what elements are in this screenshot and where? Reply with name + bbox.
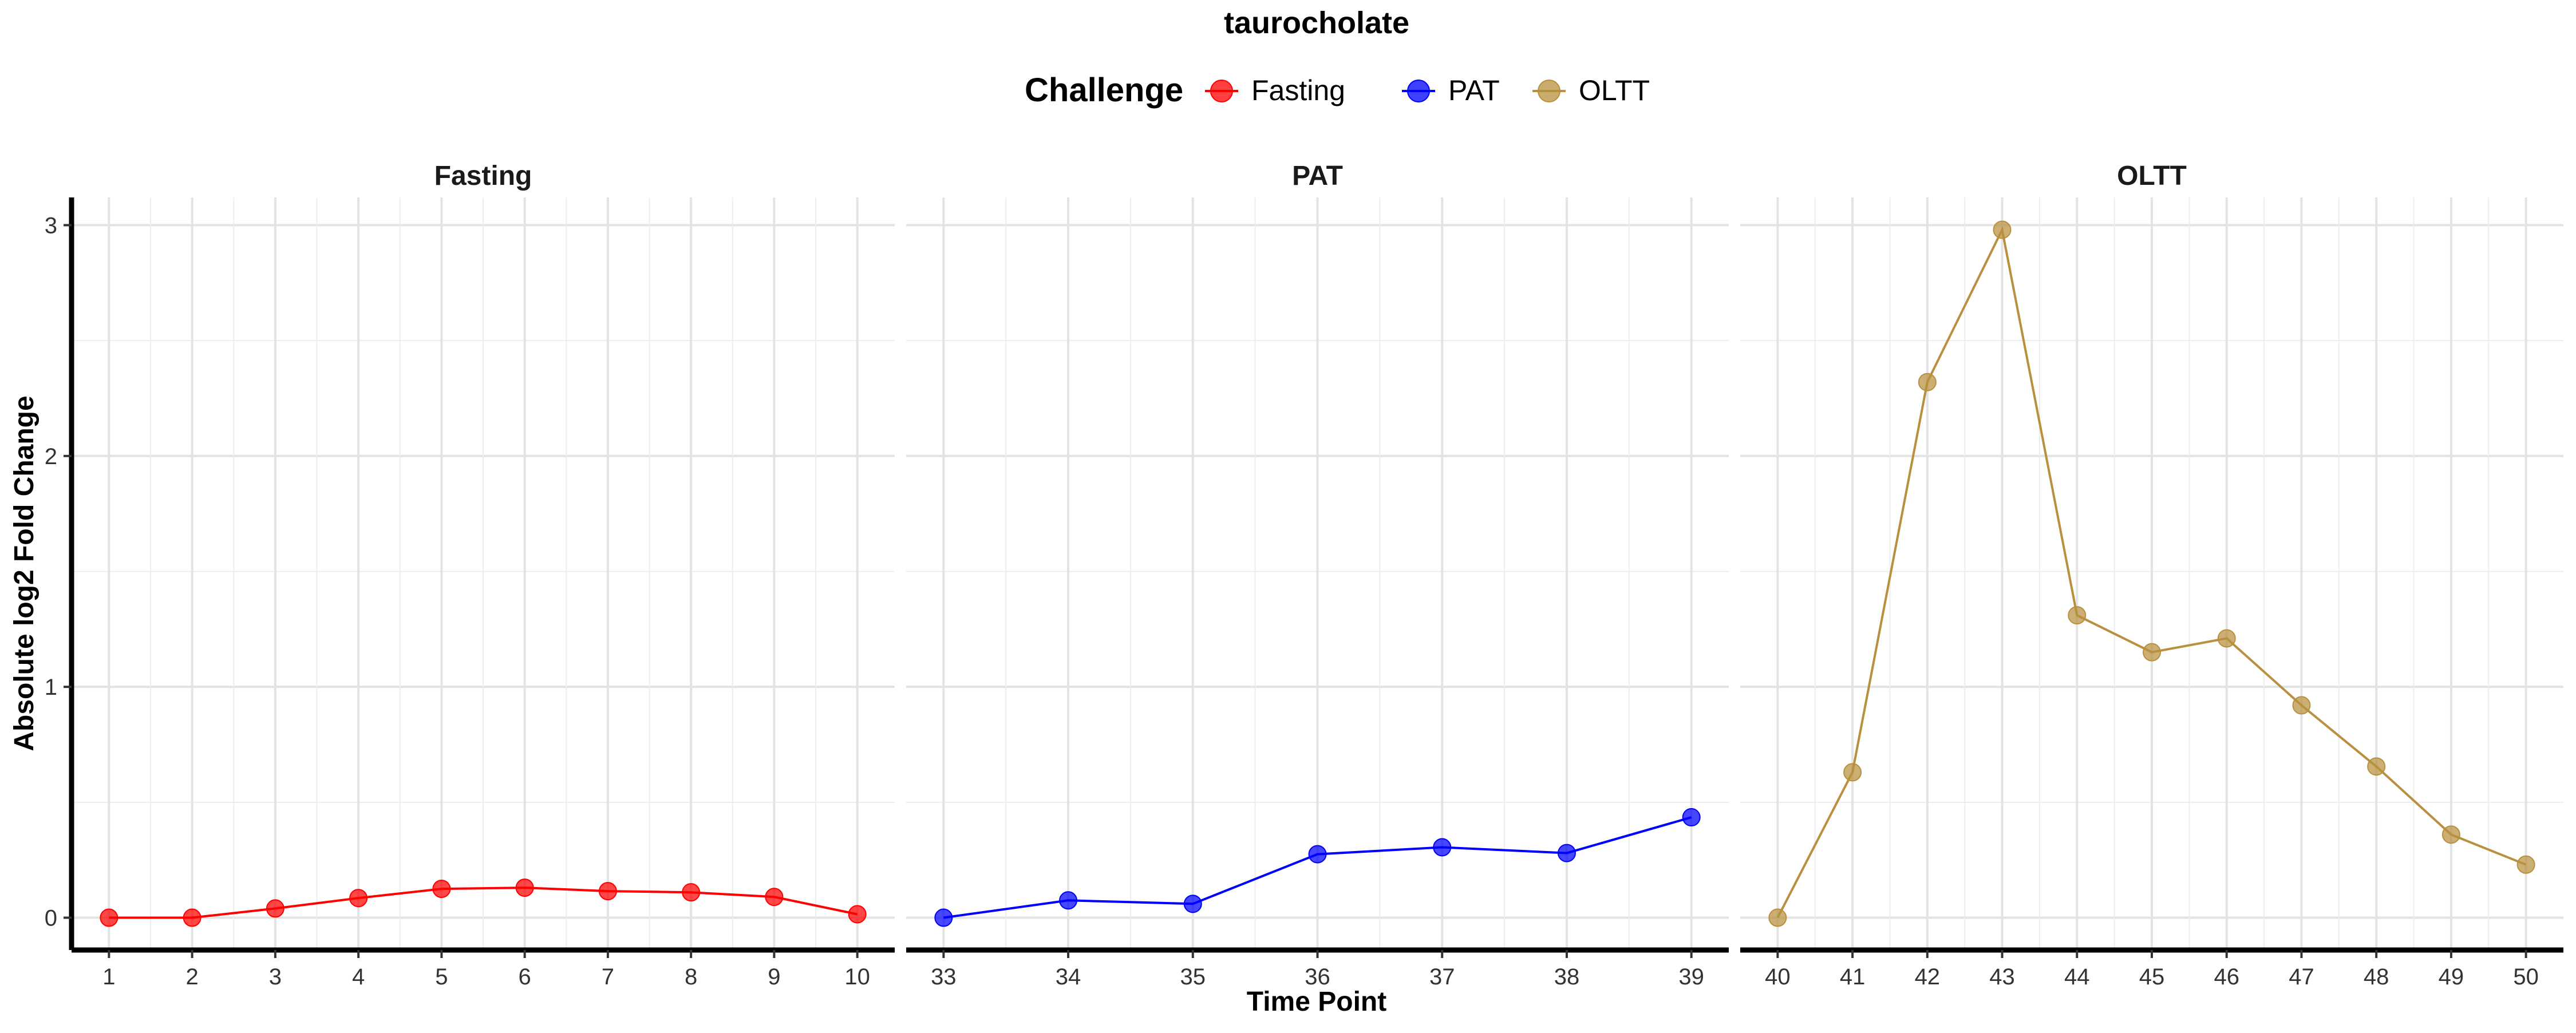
x-tick-label: 35 [1180,964,1206,990]
data-point [2292,696,2311,715]
data-point [2143,643,2161,662]
data-point [1059,891,1078,910]
data-point [1993,220,2012,239]
legend: Challenge Fasting PAT OLTT [1025,72,1650,109]
legend-label: OLTT [1579,74,1650,106]
x-tick-label: 47 [2289,964,2314,990]
chart-title: taurocholate [1224,6,1409,40]
data-point [1682,808,1701,827]
x-tick-label: 9 [768,964,780,990]
data-point [765,888,784,907]
y-tick-label: 0 [45,906,57,931]
data-point [1557,844,1576,862]
x-tick-label: 2 [185,964,198,990]
x-tick-label: 45 [2139,964,2165,990]
data-point [2217,629,2236,648]
x-tick-label: 39 [1678,964,1704,990]
panel-0: Fasting 1 2 3 4 5 6 7 8 9 10 [72,161,895,990]
series-line [109,886,858,919]
legend-entry-0: Fasting [1205,74,1345,106]
data-point [598,882,617,901]
panel-strip-title: PAT [1292,161,1343,191]
legend-key-marker [1538,80,1560,102]
x-tick-label: 1 [102,964,115,990]
x-tick-label: 10 [844,964,870,990]
data-point [183,908,202,927]
x-tick-label: 42 [1915,964,1941,990]
data-point [1918,373,1937,391]
data-point [2367,757,2386,776]
x-axis-label: Time Point [1247,987,1386,1017]
legend-label: PAT [1448,74,1500,106]
data-point [934,908,953,927]
panel-1: PAT 33 34 35 36 37 38 39 [906,161,1729,990]
data-point [1308,845,1327,864]
legend-entry-2: OLTT [1532,74,1650,106]
data-point [515,878,534,897]
data-point [682,883,701,902]
x-tick-label: 50 [2513,964,2539,990]
x-tick-label: 5 [435,964,448,990]
x-tick-label: 40 [1765,964,1791,990]
y-tick-label: 1 [45,675,57,700]
y-tick-label: 3 [45,213,57,238]
legend-entry-1: PAT [1402,74,1500,106]
x-tick-label: 34 [1056,964,1081,990]
x-tick-label: 48 [2364,964,2389,990]
data-point [848,905,867,924]
x-tick-label: 38 [1554,964,1580,990]
x-tick-label: 46 [2214,964,2239,990]
x-tick-label: 8 [685,964,697,990]
x-tick-label: 49 [2439,964,2464,990]
data-point [1768,908,1787,927]
x-tick-label: 4 [352,964,365,990]
y-tick-label: 2 [45,444,57,469]
data-point [1183,895,1202,913]
y-axis-label: Absolute log2 Fold Change [9,395,39,751]
data-point [349,889,368,908]
data-point [1433,838,1452,857]
data-point [432,880,451,899]
legend-label: Fasting [1251,74,1345,106]
x-tick-label: 44 [2064,964,2090,990]
x-tick-label: 3 [269,964,282,990]
x-tick-label: 37 [1429,964,1455,990]
panel-strip-title: OLTT [2117,161,2187,191]
data-point [1843,763,1862,782]
x-tick-label: 33 [931,964,957,990]
x-tick-label: 7 [602,964,614,990]
x-tick-label: 43 [1989,964,2015,990]
legend-key-marker [1210,80,1233,102]
panel-strip-title: Fasting [434,161,532,191]
data-point [266,899,285,918]
x-tick-label: 6 [519,964,531,990]
legend-title: Challenge [1025,72,1183,109]
data-point [2441,825,2460,844]
x-tick-label: 36 [1305,964,1330,990]
panel-2: OLTT 40 41 42 43 44 45 46 47 48 49 50 [1740,161,2563,990]
data-point [100,908,118,927]
y-axis: 0 1 2 3 [45,213,72,931]
legend-key-marker [1407,80,1430,102]
data-point [2516,855,2535,874]
data-point [2068,606,2087,625]
x-tick-label: 41 [1840,964,1866,990]
